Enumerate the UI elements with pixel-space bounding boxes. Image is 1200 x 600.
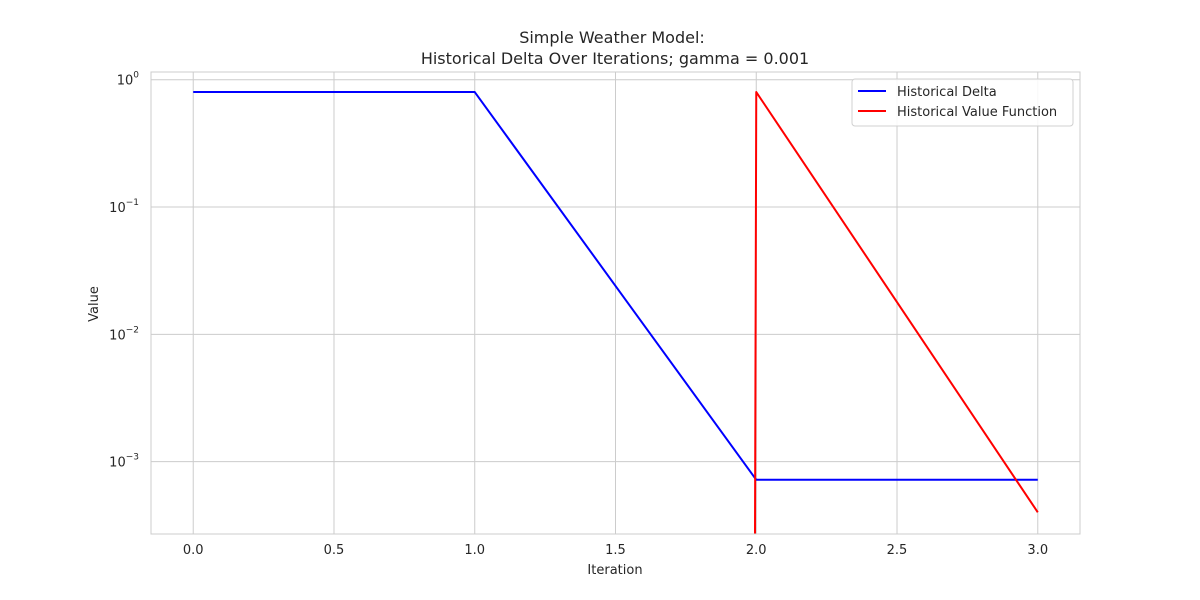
y-tick-label: 10−3 xyxy=(109,453,139,471)
y-tick-exponent: −2 xyxy=(126,325,139,335)
y-tick-label: 100 xyxy=(117,71,140,89)
y-tick-label: 10−2 xyxy=(109,325,139,343)
chart-title-line-2: Historical Delta Over Iterations; gamma … xyxy=(421,49,809,68)
x-tick-label: 0.0 xyxy=(183,543,204,558)
y-tick-base: 10 xyxy=(117,74,134,89)
y-tick-base: 10 xyxy=(109,328,126,343)
legend: Historical Delta Historical Value Functi… xyxy=(851,78,1074,127)
chart-title-line-1: Simple Weather Model: xyxy=(519,28,705,47)
x-tick-label: 1.5 xyxy=(605,543,626,558)
legend-box xyxy=(851,78,1074,127)
plot-frame xyxy=(150,71,1081,535)
y-tick-base: 10 xyxy=(109,456,126,471)
grid-lines xyxy=(151,72,1080,534)
x-tick-label: 2.0 xyxy=(746,543,767,558)
y-axis-label: Value xyxy=(87,286,102,322)
x-tick-label: 2.5 xyxy=(887,543,908,558)
y-tick-base: 10 xyxy=(109,201,126,216)
x-tick-label: 0.5 xyxy=(324,543,345,558)
y-tick-exponent: 0 xyxy=(133,71,139,81)
x-tick-label: 3.0 xyxy=(1027,543,1048,558)
x-axis-label: Iteration xyxy=(587,563,642,578)
y-tick-exponent: −3 xyxy=(126,453,139,463)
legend-label-historical-value-function: Historical Value Function xyxy=(897,105,1057,120)
x-tick-label: 1.0 xyxy=(464,543,485,558)
x-tick-labels: 0.0 0.5 1.0 1.5 2.0 2.5 3.0 xyxy=(183,543,1048,558)
y-tick-label: 10−1 xyxy=(109,198,139,216)
series-layer xyxy=(193,91,1039,534)
y-tick-exponent: −1 xyxy=(126,198,139,208)
series-line-historical-delta xyxy=(193,91,1038,481)
legend-label-historical-delta: Historical Delta xyxy=(897,85,997,100)
series-line-historical-value-function xyxy=(754,91,1039,534)
